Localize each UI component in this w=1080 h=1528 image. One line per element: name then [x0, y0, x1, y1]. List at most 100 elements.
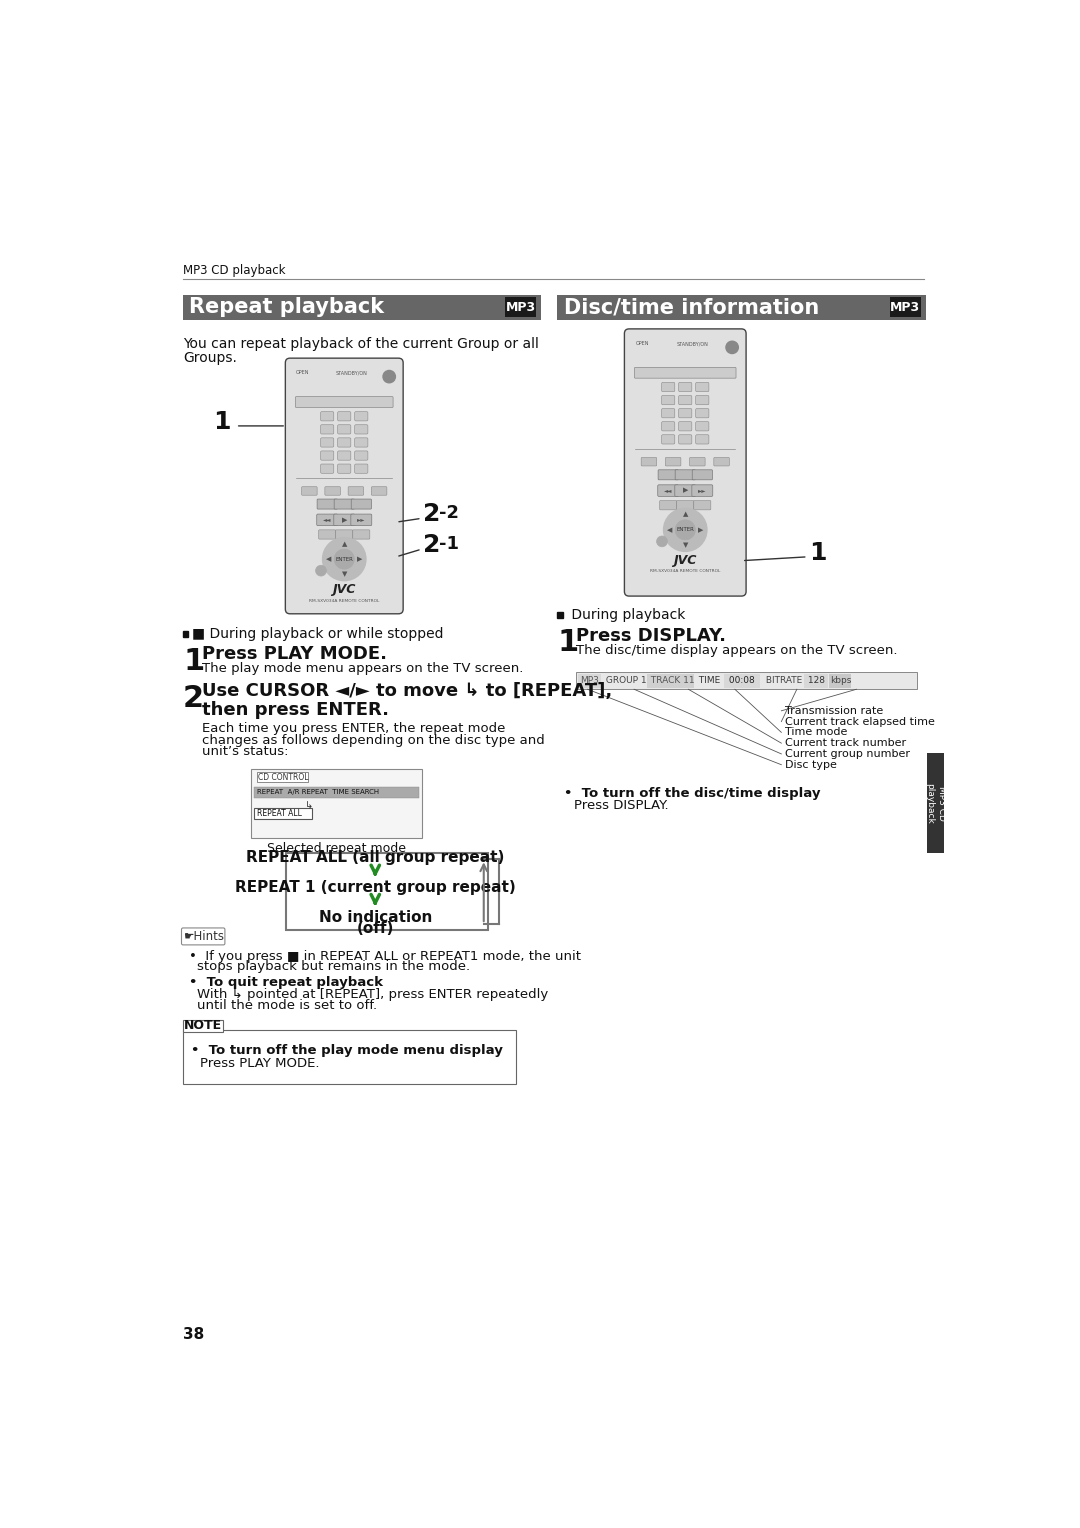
FancyBboxPatch shape — [693, 501, 711, 510]
FancyBboxPatch shape — [696, 396, 708, 405]
FancyBboxPatch shape — [353, 530, 369, 539]
FancyBboxPatch shape — [257, 772, 308, 782]
FancyBboxPatch shape — [662, 422, 675, 431]
Text: JVC: JVC — [674, 555, 697, 567]
Bar — [557, 613, 563, 617]
FancyBboxPatch shape — [286, 853, 488, 931]
Text: ◄◄: ◄◄ — [323, 518, 332, 523]
FancyBboxPatch shape — [678, 408, 692, 417]
FancyBboxPatch shape — [576, 672, 917, 689]
FancyBboxPatch shape — [642, 457, 657, 466]
Text: REPEAT 1 (current group repeat): REPEAT 1 (current group repeat) — [234, 880, 515, 895]
FancyBboxPatch shape — [690, 457, 705, 466]
Text: ▲: ▲ — [683, 512, 688, 518]
FancyBboxPatch shape — [285, 358, 403, 614]
Text: 128: 128 — [806, 677, 825, 685]
FancyBboxPatch shape — [505, 298, 537, 318]
FancyBboxPatch shape — [678, 422, 692, 431]
FancyBboxPatch shape — [658, 469, 678, 480]
FancyBboxPatch shape — [351, 513, 372, 526]
Text: ■ During playback or while stopped: ■ During playback or while stopped — [192, 626, 444, 640]
FancyBboxPatch shape — [321, 425, 334, 434]
FancyBboxPatch shape — [624, 329, 746, 596]
FancyBboxPatch shape — [338, 425, 351, 434]
FancyBboxPatch shape — [255, 787, 419, 798]
FancyBboxPatch shape — [351, 500, 372, 509]
FancyBboxPatch shape — [675, 469, 696, 480]
FancyBboxPatch shape — [354, 439, 368, 448]
FancyBboxPatch shape — [338, 451, 351, 460]
FancyBboxPatch shape — [696, 408, 708, 417]
Text: Current group number: Current group number — [785, 749, 910, 759]
Text: GROUP 1: GROUP 1 — [603, 677, 647, 685]
FancyBboxPatch shape — [557, 295, 926, 319]
FancyBboxPatch shape — [318, 500, 337, 509]
FancyBboxPatch shape — [647, 674, 693, 688]
Text: With ↳ pointed at [REPEAT], press ENTER repeatedly: With ↳ pointed at [REPEAT], press ENTER … — [197, 989, 549, 1001]
FancyBboxPatch shape — [336, 530, 353, 539]
Text: 2: 2 — [423, 503, 441, 527]
FancyBboxPatch shape — [678, 382, 692, 391]
Text: STANDBY/ON: STANDBY/ON — [677, 341, 708, 347]
Text: unit’s status:: unit’s status: — [202, 746, 288, 758]
Text: ▶: ▶ — [341, 516, 347, 523]
Text: Each time you press ENTER, the repeat mode: Each time you press ENTER, the repeat mo… — [202, 723, 505, 735]
Text: OPEN: OPEN — [296, 370, 310, 376]
FancyBboxPatch shape — [714, 457, 729, 466]
Text: CD CONTROL: CD CONTROL — [258, 773, 308, 781]
FancyBboxPatch shape — [662, 382, 675, 391]
Text: 1: 1 — [557, 628, 579, 657]
Text: then press ENTER.: then press ENTER. — [202, 701, 389, 718]
FancyBboxPatch shape — [372, 487, 387, 495]
Text: RM-SXV034A REMOTE CONTROL: RM-SXV034A REMOTE CONTROL — [650, 570, 720, 573]
Text: Transmission rate: Transmission rate — [785, 706, 883, 715]
Text: 1: 1 — [809, 541, 827, 565]
Text: Use CURSOR ◄/► to move ↳ to [REPEAT],: Use CURSOR ◄/► to move ↳ to [REPEAT], — [202, 683, 612, 700]
Text: stops playback but remains in the mode.: stops playback but remains in the mode. — [197, 960, 470, 973]
Text: ◄◄: ◄◄ — [664, 487, 673, 494]
FancyBboxPatch shape — [890, 298, 921, 318]
Text: •  To turn off the disc/time display: • To turn off the disc/time display — [564, 787, 820, 801]
Text: until the mode is set to off.: until the mode is set to off. — [197, 999, 377, 1012]
FancyBboxPatch shape — [338, 465, 351, 474]
Text: BITRATE: BITRATE — [762, 677, 802, 685]
FancyBboxPatch shape — [696, 435, 708, 445]
Text: ▶: ▶ — [683, 487, 688, 494]
Text: Groups.: Groups. — [183, 351, 237, 365]
Text: ENTER: ENTER — [676, 527, 694, 532]
Text: ◀: ◀ — [326, 556, 332, 562]
FancyBboxPatch shape — [321, 465, 334, 474]
Text: ▼: ▼ — [341, 571, 347, 578]
Circle shape — [663, 509, 707, 552]
FancyBboxPatch shape — [354, 411, 368, 420]
Text: Press PLAY MODE.: Press PLAY MODE. — [200, 1056, 320, 1070]
FancyBboxPatch shape — [692, 484, 713, 497]
Text: ►►: ►► — [357, 518, 365, 523]
Text: No indication: No indication — [319, 909, 432, 924]
Text: Press PLAY MODE.: Press PLAY MODE. — [202, 645, 387, 663]
Circle shape — [726, 341, 739, 353]
Circle shape — [675, 520, 696, 539]
FancyBboxPatch shape — [927, 753, 944, 853]
FancyBboxPatch shape — [183, 1019, 224, 1031]
FancyBboxPatch shape — [662, 435, 675, 445]
FancyBboxPatch shape — [354, 465, 368, 474]
Text: MP3: MP3 — [580, 677, 598, 685]
Text: During playback: During playback — [567, 608, 685, 622]
Text: ▶: ▶ — [357, 556, 363, 562]
Circle shape — [315, 565, 326, 576]
Text: 1: 1 — [183, 646, 204, 675]
FancyBboxPatch shape — [634, 367, 735, 377]
Text: TRACK 11: TRACK 11 — [648, 677, 694, 685]
Text: MP3: MP3 — [505, 301, 536, 313]
Text: ENTER: ENTER — [335, 556, 353, 562]
Text: ↳: ↳ — [306, 801, 313, 810]
Text: MP3 CD playback: MP3 CD playback — [183, 264, 285, 277]
Text: -2: -2 — [438, 504, 459, 523]
Text: MP3: MP3 — [890, 301, 920, 313]
Text: 1: 1 — [213, 410, 230, 434]
FancyBboxPatch shape — [348, 487, 364, 495]
FancyBboxPatch shape — [319, 530, 336, 539]
Text: ►►: ►► — [698, 487, 706, 494]
Text: RM-SXV034A REMOTE CONTROL: RM-SXV034A REMOTE CONTROL — [309, 599, 379, 602]
